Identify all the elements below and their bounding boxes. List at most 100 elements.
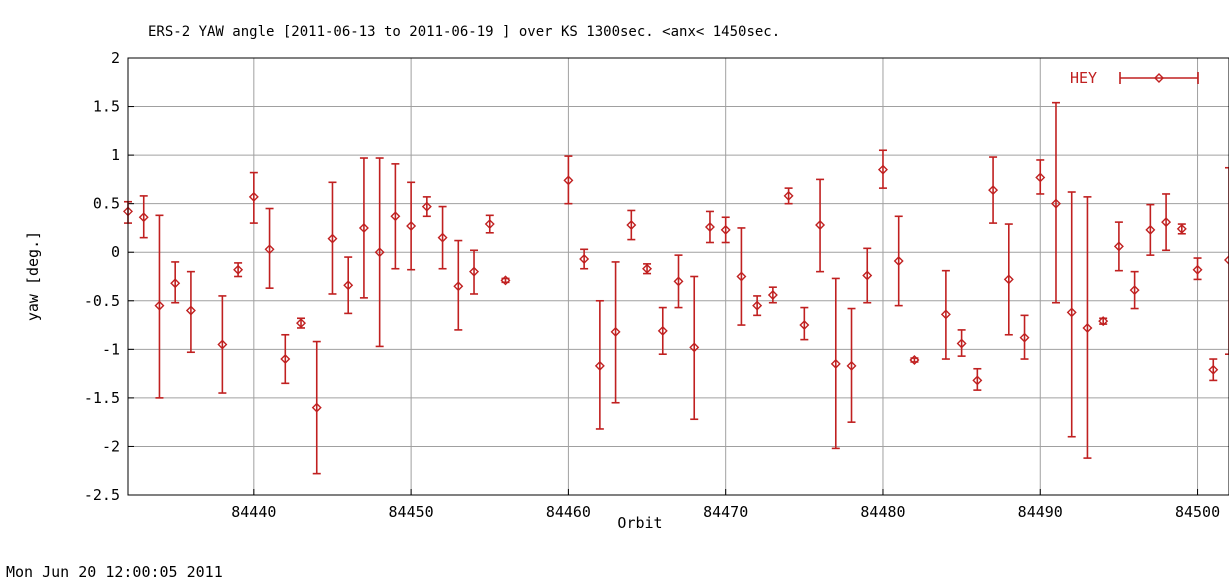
y-tick-label: 1.5 bbox=[93, 98, 120, 116]
data-point bbox=[421, 196, 432, 218]
point-marker bbox=[280, 354, 291, 365]
point-marker bbox=[296, 318, 307, 329]
legend-marker bbox=[1154, 73, 1164, 83]
data-point bbox=[1098, 316, 1109, 327]
data-point bbox=[720, 216, 731, 244]
point-marker bbox=[453, 281, 464, 292]
x-tick-label: 84460 bbox=[546, 503, 591, 521]
x-tick-label: 84470 bbox=[703, 503, 748, 521]
data-point bbox=[264, 207, 275, 289]
point-marker bbox=[720, 224, 731, 235]
data-point bbox=[154, 214, 165, 399]
data-point bbox=[1082, 196, 1093, 459]
x-tick-label: 84440 bbox=[231, 503, 276, 521]
x-axis-label: Orbit bbox=[617, 514, 662, 532]
point-marker bbox=[185, 305, 196, 316]
data-point bbox=[343, 256, 354, 315]
data-point bbox=[909, 355, 920, 366]
data-point bbox=[736, 227, 747, 326]
point-marker bbox=[1129, 285, 1140, 296]
data-point bbox=[406, 181, 417, 271]
point-marker bbox=[815, 220, 826, 231]
data-point bbox=[752, 295, 763, 317]
point-marker bbox=[799, 320, 810, 331]
data-point bbox=[815, 178, 826, 273]
data-point bbox=[484, 214, 495, 234]
data-point bbox=[1176, 223, 1187, 235]
data-point bbox=[594, 299, 605, 430]
data-point bbox=[1208, 358, 1219, 382]
data-point bbox=[657, 306, 668, 355]
y-tick-label: -2 bbox=[102, 437, 120, 455]
point-marker bbox=[343, 280, 354, 291]
point-marker bbox=[1066, 307, 1077, 318]
plot-frame bbox=[127, 57, 1229, 496]
point-marker bbox=[1051, 198, 1061, 209]
y-tick-label: -0.5 bbox=[84, 292, 120, 310]
data-point bbox=[689, 275, 700, 421]
data-point bbox=[1066, 191, 1077, 438]
point-marker bbox=[673, 276, 684, 287]
data-point bbox=[469, 249, 480, 295]
point-marker bbox=[1192, 264, 1203, 275]
point-marker bbox=[988, 185, 999, 196]
data-point bbox=[185, 270, 196, 354]
point-marker bbox=[390, 211, 401, 222]
point-marker bbox=[610, 326, 621, 337]
point-marker bbox=[579, 254, 590, 265]
point-marker bbox=[358, 222, 369, 233]
y-tick-label: -2.5 bbox=[84, 486, 120, 504]
data-point bbox=[972, 367, 983, 391]
point-marker bbox=[642, 263, 653, 274]
data-point bbox=[1129, 270, 1140, 310]
data-point bbox=[170, 261, 181, 304]
point-marker bbox=[940, 309, 951, 320]
point-marker bbox=[767, 289, 778, 300]
data-point bbox=[296, 317, 307, 329]
data-point bbox=[138, 195, 149, 239]
y-tick-label: 2 bbox=[111, 49, 120, 67]
point-marker bbox=[1019, 332, 1030, 343]
point-marker bbox=[972, 375, 983, 386]
point-marker bbox=[217, 339, 228, 350]
chart-title: ERS-2 YAW angle [2011-06-13 to 2011-06-1… bbox=[148, 24, 780, 40]
y-tick-label: -1 bbox=[102, 340, 120, 358]
point-marker bbox=[264, 244, 275, 255]
data-point bbox=[280, 333, 291, 385]
y-axis-label: yaw [deg.] bbox=[24, 231, 42, 321]
point-marker bbox=[154, 300, 165, 311]
point-marker bbox=[1003, 274, 1014, 285]
y-tick-label: 1 bbox=[111, 146, 120, 164]
point-marker bbox=[406, 221, 417, 231]
point-marker bbox=[484, 219, 495, 230]
point-marker bbox=[657, 325, 668, 336]
point-marker bbox=[1098, 316, 1109, 327]
point-marker bbox=[469, 266, 480, 277]
data-point bbox=[673, 254, 684, 309]
point-marker bbox=[138, 212, 149, 223]
point-marker bbox=[862, 270, 873, 281]
x-tick-label: 84450 bbox=[389, 503, 434, 521]
point-marker bbox=[1145, 224, 1156, 235]
data-point bbox=[437, 205, 448, 270]
data-point bbox=[390, 163, 401, 270]
data-point bbox=[783, 187, 794, 205]
data-point bbox=[579, 248, 590, 270]
data-point bbox=[1113, 221, 1124, 272]
data-point bbox=[1145, 203, 1156, 256]
data-point bbox=[846, 307, 857, 423]
data-point bbox=[1003, 223, 1014, 336]
point-marker bbox=[327, 233, 338, 244]
point-marker bbox=[563, 175, 574, 186]
point-marker bbox=[500, 275, 511, 286]
point-marker bbox=[374, 247, 385, 258]
point-marker bbox=[736, 271, 747, 282]
data-point bbox=[1192, 257, 1203, 281]
x-tick-labels: 84440 84450 84460 84470 84480 84490 84500 bbox=[231, 503, 1220, 521]
point-marker bbox=[1035, 172, 1046, 183]
data-point bbox=[563, 155, 574, 205]
timestamp: Mon Jun 20 12:00:05 2011 bbox=[6, 563, 223, 581]
data-point bbox=[626, 209, 637, 241]
data-point bbox=[642, 263, 653, 275]
point-marker bbox=[1224, 255, 1229, 265]
